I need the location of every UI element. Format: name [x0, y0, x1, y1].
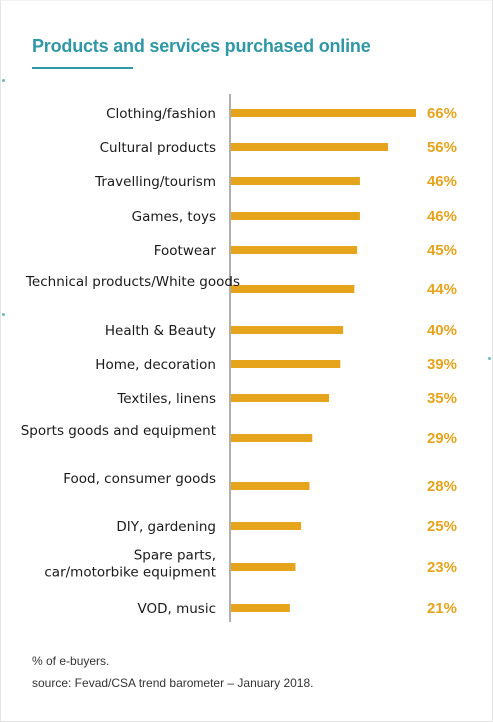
bar — [231, 434, 313, 442]
bar — [231, 177, 360, 185]
category-label: Food, consumer goods — [63, 471, 216, 487]
value-label: 39% — [427, 356, 457, 373]
source-note: source: Fevad/CSA trend barometer – Janu… — [32, 676, 314, 690]
category-label: Games, toys — [132, 209, 216, 225]
value-label: 56% — [427, 139, 457, 156]
value-label: 46% — [427, 208, 457, 225]
bar — [231, 563, 296, 571]
category-label: Textiles, linens — [116, 391, 216, 407]
category-label: VOD, music — [137, 601, 216, 617]
category-label: Cultural products — [100, 140, 216, 156]
value-label: 35% — [427, 390, 457, 407]
value-label: 46% — [427, 173, 457, 190]
value-label: 23% — [427, 559, 457, 576]
decorative-dot — [488, 357, 491, 360]
bar — [231, 394, 330, 402]
category-label: Health & Beauty — [105, 323, 216, 339]
chart-title: Products and services purchased online — [32, 36, 371, 56]
bar — [231, 246, 358, 254]
value-label: 66% — [427, 105, 457, 122]
value-label: 29% — [427, 430, 457, 447]
value-label: 44% — [427, 281, 457, 298]
category-label: Home, decoration — [95, 357, 216, 373]
category-label: Footwear — [154, 243, 217, 259]
value-label: 45% — [427, 242, 457, 259]
bar — [231, 604, 290, 612]
decorative-dot — [2, 79, 5, 82]
bar — [231, 482, 310, 490]
bar — [231, 285, 355, 293]
category-label: Spare parts, — [134, 548, 216, 564]
bar — [231, 522, 302, 530]
value-label: 25% — [427, 518, 457, 535]
decorative-dot — [2, 313, 5, 316]
category-label: Travelling/tourism — [94, 174, 216, 190]
bar — [231, 143, 388, 151]
bar-chart: 66% Clothing/fashion 56% Cultural products 4… — [21, 94, 457, 622]
value-label: 21% — [427, 600, 457, 617]
category-label: Technical products/White goods — [25, 274, 240, 290]
title-underline — [32, 67, 133, 69]
category-label: Clothing/fashion — [106, 106, 216, 122]
bar — [231, 109, 416, 117]
value-label: 28% — [427, 478, 457, 495]
bar — [231, 326, 344, 334]
bar — [231, 360, 341, 368]
unit-note: % of e-buyers. — [32, 654, 110, 668]
value-label: 40% — [427, 322, 457, 339]
category-label: car/motorbike equipment — [44, 565, 216, 581]
category-label: DIY, gardening — [116, 519, 216, 535]
category-label: Sports goods and equipment — [21, 423, 216, 439]
bar — [231, 212, 360, 220]
